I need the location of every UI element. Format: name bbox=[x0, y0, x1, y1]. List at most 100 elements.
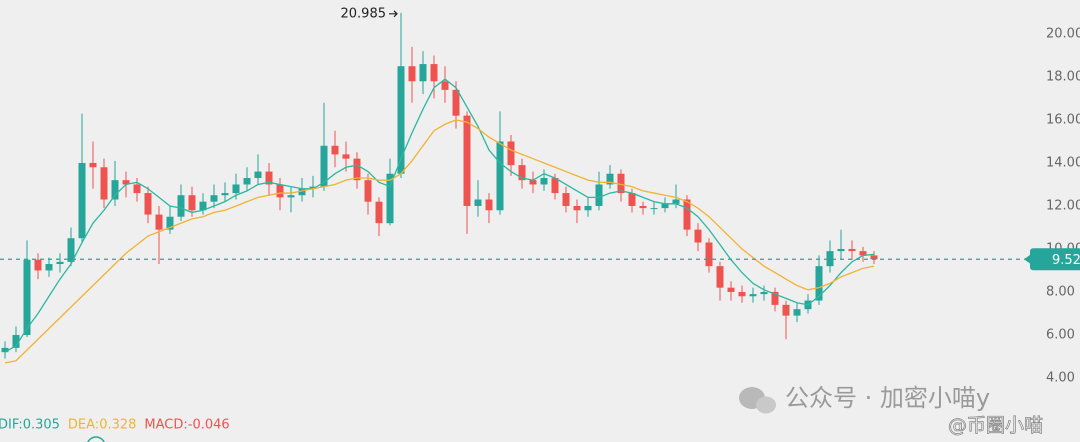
watermark: 公众号 · 加密小喵y @币圈小喵 bbox=[739, 384, 1043, 437]
candle-body bbox=[771, 291, 779, 305]
candle-body bbox=[23, 259, 31, 335]
candle-body bbox=[100, 167, 108, 200]
candle-body bbox=[705, 242, 713, 267]
candle-body bbox=[529, 180, 537, 185]
candle-body bbox=[551, 178, 559, 194]
candle-body bbox=[606, 173, 614, 185]
candle-body bbox=[89, 162, 97, 168]
candle-body bbox=[485, 199, 493, 211]
candle-body bbox=[265, 171, 273, 185]
indicator-label: DEA:0.328 bbox=[68, 418, 137, 433]
candle-body bbox=[353, 158, 361, 181]
candle-body bbox=[474, 199, 482, 206]
candle-body bbox=[826, 251, 834, 267]
candle-body bbox=[78, 162, 86, 239]
candle-body bbox=[408, 66, 416, 82]
candle-body bbox=[672, 199, 680, 204]
last-price-pointer bbox=[1024, 254, 1031, 265]
candle-body bbox=[67, 238, 75, 262]
candle-body bbox=[617, 173, 625, 194]
candle-body bbox=[837, 248, 845, 252]
candle-body bbox=[584, 205, 592, 211]
candle-body bbox=[221, 193, 229, 196]
candle-body bbox=[540, 178, 548, 185]
candle-body bbox=[738, 291, 746, 297]
candle-body bbox=[870, 255, 878, 260]
candle-body bbox=[441, 81, 449, 90]
ma-line bbox=[4, 119, 875, 364]
candle-body bbox=[386, 173, 394, 224]
candle-body bbox=[166, 216, 174, 230]
candle-body bbox=[661, 203, 669, 209]
candle-body bbox=[419, 64, 427, 82]
watermark-text: 公众号 · 加密小喵y bbox=[785, 384, 990, 412]
candle-body bbox=[716, 266, 724, 288]
candle-body bbox=[364, 180, 372, 202]
max-arrow bbox=[389, 10, 398, 18]
candle-body bbox=[56, 261, 64, 265]
candle-body bbox=[12, 334, 20, 348]
candle-body bbox=[375, 201, 383, 224]
candle-body bbox=[331, 145, 339, 155]
candle-body bbox=[694, 229, 702, 243]
y-tick-label: 16.00 bbox=[1046, 112, 1080, 127]
last-price-box bbox=[1030, 248, 1080, 271]
candle-body bbox=[859, 251, 867, 256]
y-tick-label: 8.00 bbox=[1046, 284, 1075, 299]
candle-body bbox=[683, 199, 691, 230]
candle-body bbox=[188, 195, 196, 211]
candle-body bbox=[463, 115, 471, 206]
y-tick-label: 4.00 bbox=[1046, 370, 1075, 385]
candle-body bbox=[760, 291, 768, 295]
y-tick-label: 14.00 bbox=[1046, 155, 1080, 170]
y-tick-label: 20.00 bbox=[1046, 26, 1080, 41]
candle-body bbox=[727, 287, 735, 292]
candle-body bbox=[650, 208, 658, 210]
candle-body bbox=[793, 309, 801, 316]
candle-body bbox=[749, 294, 757, 297]
candle-body bbox=[848, 248, 856, 252]
candle-body bbox=[287, 195, 295, 198]
y-tick-label: 12.00 bbox=[1046, 198, 1080, 213]
candle-body bbox=[199, 201, 207, 211]
candle-body bbox=[133, 184, 141, 194]
candle-body bbox=[595, 184, 603, 206]
candle-body bbox=[309, 186, 317, 189]
candle-body bbox=[507, 141, 515, 166]
candle-body bbox=[342, 154, 350, 159]
candle-body bbox=[573, 205, 581, 211]
candle-body bbox=[155, 214, 163, 230]
wechat-icon bbox=[756, 396, 776, 414]
candle-body bbox=[122, 180, 130, 185]
candle-body bbox=[815, 266, 823, 301]
indicator-label: DIF:0.305 bbox=[0, 418, 60, 433]
candle-body bbox=[518, 165, 526, 181]
candle-body bbox=[782, 304, 790, 316]
candle-body bbox=[111, 180, 119, 200]
candle-body bbox=[320, 145, 328, 187]
indicator-toggle[interactable] bbox=[87, 436, 105, 442]
candle-body bbox=[210, 195, 218, 202]
candle-body bbox=[45, 264, 53, 271]
candle-body bbox=[430, 64, 438, 82]
candle-body bbox=[276, 184, 284, 198]
candle-body bbox=[177, 195, 185, 217]
candle-body bbox=[639, 205, 647, 209]
candle-body bbox=[562, 193, 570, 206]
last-price-label: 9.52 bbox=[1052, 253, 1080, 268]
candle-body bbox=[254, 171, 262, 179]
candle-body bbox=[34, 259, 42, 271]
candle-body bbox=[1, 347, 9, 353]
y-tick-label: 18.00 bbox=[1046, 69, 1080, 84]
candle-body bbox=[496, 141, 504, 211]
max-label: 20.985 bbox=[341, 6, 387, 21]
indicator-label: MACD:-0.046 bbox=[144, 418, 229, 433]
candle-body bbox=[232, 184, 240, 194]
candle-body bbox=[628, 193, 636, 206]
watermark-text: @币圈小喵 bbox=[948, 415, 1043, 437]
candle-body bbox=[452, 89, 460, 116]
candle-body bbox=[298, 188, 306, 196]
y-tick-label: 6.00 bbox=[1046, 327, 1075, 342]
